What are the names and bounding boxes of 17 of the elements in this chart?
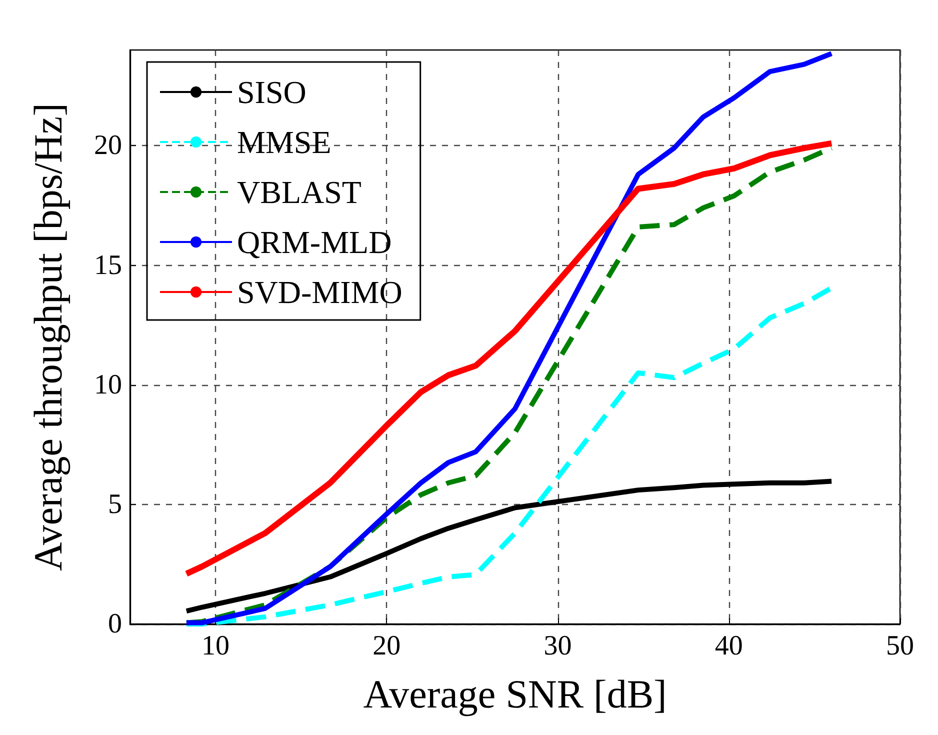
y-tick-label: 10	[94, 369, 122, 400]
y-tick-label: 15	[94, 250, 122, 281]
legend-label: MMSE	[237, 124, 332, 160]
y-tick-label: 20	[94, 130, 122, 162]
y-tick-label: 0	[108, 608, 122, 640]
legend-label: SVD-MIMO	[237, 274, 402, 310]
legend-label: QRM-MLD	[237, 224, 392, 260]
legend-label: SISO	[237, 74, 306, 110]
y-axis-title: Average throughput [bps/Hz]	[26, 102, 70, 572]
x-axis-title: Average SNR [dB]	[363, 672, 667, 716]
x-tick-label: 40	[714, 630, 743, 662]
x-tick-label: 30	[544, 630, 572, 662]
x-tick-label: 10	[202, 630, 230, 662]
x-tick-label: 50	[886, 630, 914, 662]
x-tick-label: 20	[372, 630, 401, 662]
y-tick-label: 5	[108, 488, 122, 520]
legend-label: VBLAST	[237, 174, 362, 210]
